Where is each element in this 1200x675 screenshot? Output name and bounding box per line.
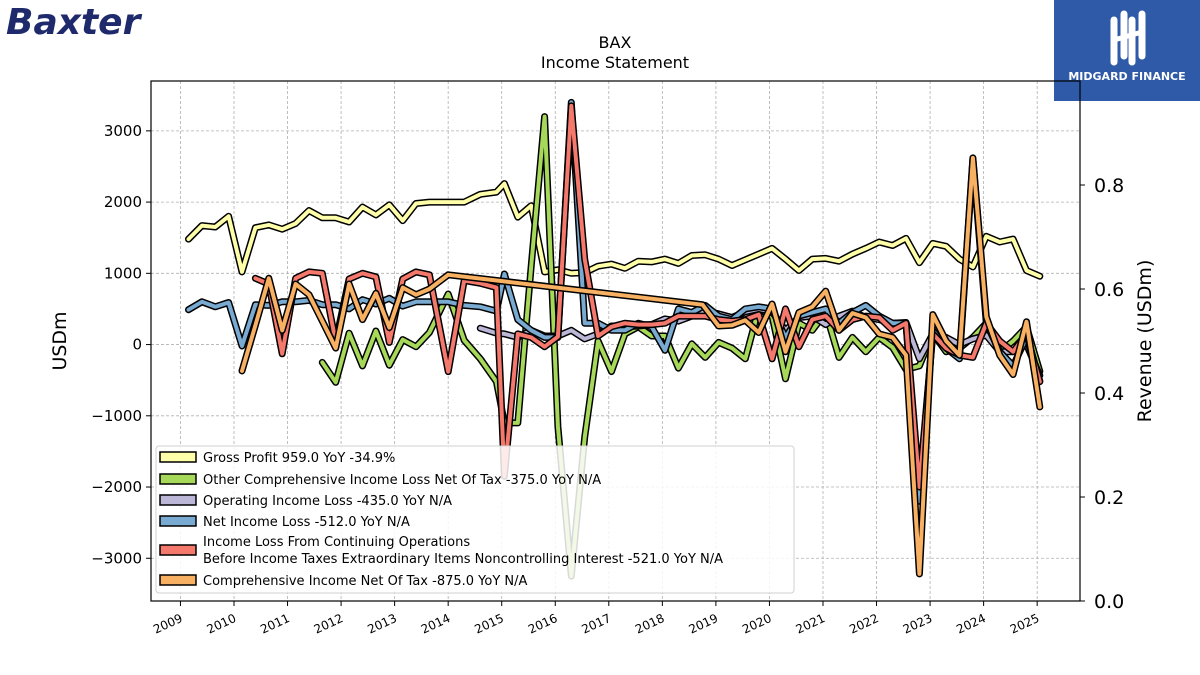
plot-frame (150, 80, 1081, 602)
legend-swatch (159, 574, 197, 586)
legend: Gross Profit 959.0 YoY -34.9% Other Compr… (155, 445, 795, 594)
series-line (238, 154, 1044, 578)
x-tick-label: 2017 (579, 611, 613, 637)
x-tick-label: 2023 (901, 611, 935, 637)
y-tick-label: 0 (132, 336, 142, 354)
legend-swatch (159, 544, 197, 556)
series-outline (185, 180, 1044, 280)
y-tick-label: −2000 (91, 478, 142, 496)
series-stroke (320, 114, 1042, 579)
x-tick-label: 2014 (419, 611, 453, 637)
left-axis: −3000 −2000 −1000 0 1000 2000 3000 (91, 122, 151, 567)
y-tick-label: −3000 (91, 549, 142, 567)
midgard-logo-text: MIDGARD FINANCE (1068, 70, 1186, 83)
series-outline (185, 98, 1044, 505)
x-tick-label: 2011 (258, 611, 292, 637)
series-stroke (253, 103, 1042, 489)
bottom-axis: 2009 2010 2011 2012 2013 2014 2015 2016 2017 2018… (151, 601, 1041, 637)
x-tick-label: 2018 (633, 611, 667, 637)
y-right-tick-label: 0.4 (1094, 383, 1124, 405)
x-tick-label: 2016 (526, 611, 560, 637)
series-stroke (186, 181, 1042, 279)
legend-label: Net Income Loss -512.0 YoY N/A (203, 515, 410, 530)
y-right-tick-label: 0.2 (1094, 487, 1124, 509)
series-outline (476, 305, 1044, 379)
y-tick-label: 3000 (104, 122, 142, 140)
legend-swatch (159, 451, 197, 463)
legend-label: Income Loss From Continuing Operations (203, 535, 470, 550)
series-outline (238, 154, 1044, 578)
x-tick-label: 2025 (1008, 611, 1042, 637)
legend-label: Other Comprehensive Income Loss Net Of T… (203, 473, 601, 488)
y-right-tick-label: 0.8 (1094, 175, 1124, 197)
y-axis-right-label: Revenue (USDm) (1134, 260, 1156, 423)
series-stroke (478, 306, 1042, 378)
y-right-tick-label: 0.6 (1094, 279, 1124, 301)
legend-box (155, 445, 795, 594)
x-tick-label: 2022 (847, 611, 881, 637)
y-axis-label: USDm (49, 311, 71, 370)
midgard-mark-icon (1110, 10, 1146, 66)
series-line (185, 98, 1044, 505)
y-tick-label: 1000 (104, 264, 142, 282)
legend-label: Before Income Taxes Extraordinary Items … (203, 552, 723, 567)
x-tick-label: 2012 (312, 611, 346, 637)
legend-label: Gross Profit 959.0 YoY -34.9% (203, 451, 395, 466)
chart-subtitle: Income Statement (541, 53, 689, 72)
legend-label: Operating Income Loss -435.0 YoY N/A (203, 494, 452, 509)
x-tick-label: 2009 (151, 611, 185, 637)
series-line (318, 113, 1044, 580)
x-tick-label: 2015 (472, 611, 506, 637)
series-stroke (186, 100, 1042, 504)
y-tick-label: 2000 (104, 193, 142, 211)
right-axis: 0.0 0.2 0.4 0.6 0.8 (1080, 175, 1124, 613)
series-outline (318, 113, 1044, 580)
x-tick-label: 2020 (740, 611, 774, 637)
legend-swatch (159, 473, 197, 485)
chart-title: BAX (599, 33, 632, 52)
x-tick-label: 2019 (687, 611, 721, 637)
y-tick-label: −1000 (91, 407, 142, 425)
series-line (251, 102, 1044, 491)
baxter-logo: Baxter (6, 2, 141, 43)
x-tick-label: 2013 (365, 611, 399, 637)
x-tick-label: 2010 (205, 611, 239, 637)
x-tick-label: 2021 (794, 611, 828, 637)
y-right-tick-label: 0.0 (1094, 591, 1124, 613)
legend-swatch (159, 515, 197, 527)
series-line (476, 305, 1044, 379)
series-outline (251, 102, 1044, 491)
x-tick-label: 2024 (954, 611, 988, 637)
grid-lines (151, 81, 1080, 601)
legend-swatch (159, 494, 197, 506)
series-stroke (240, 155, 1042, 576)
series-line (185, 180, 1044, 280)
legend-label: Comprehensive Income Net Of Tax -875.0 Y… (203, 574, 528, 589)
series-layer (185, 98, 1044, 580)
midgard-finance-logo: MIDGARD FINANCE (1054, 0, 1200, 101)
